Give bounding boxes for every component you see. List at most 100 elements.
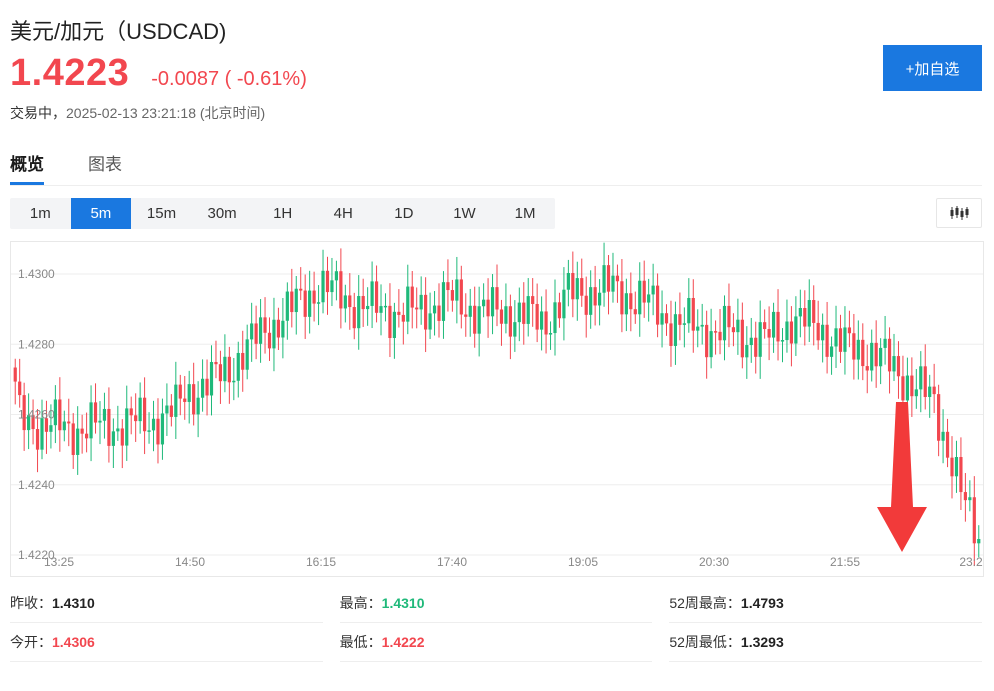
period-1d[interactable]: 1D <box>394 205 414 222</box>
candle-body <box>821 324 825 341</box>
candle-body <box>312 290 316 304</box>
candle-body <box>58 399 62 431</box>
candle-body <box>834 328 838 347</box>
candle-body <box>44 418 49 432</box>
candle-body <box>27 415 31 431</box>
candle-body <box>584 295 588 315</box>
candle-body <box>352 307 356 329</box>
candle-body <box>709 331 713 358</box>
candle-body <box>928 386 932 398</box>
add-to-watchlist-button[interactable]: +加自选 <box>883 45 982 91</box>
candle-body <box>776 311 780 342</box>
candlestick-chart[interactable]: 1.4300 1.4280 1.4260 1.4240 1.4220 13:25 14:5… <box>11 242 983 576</box>
period-5m[interactable]: 5m <box>70 198 132 229</box>
period-1h[interactable]: 1H <box>273 205 293 222</box>
price-change: -0.0087 ( -0.61%) <box>151 68 307 90</box>
candle-body <box>22 395 26 431</box>
candle-body <box>339 271 343 309</box>
candle-body <box>432 305 437 314</box>
candle-body <box>102 408 107 421</box>
candle-body <box>901 376 905 401</box>
last-price: 1.4223 <box>10 52 130 94</box>
candle-body <box>13 367 17 382</box>
candle-body <box>959 457 963 493</box>
candle-body <box>160 413 165 445</box>
candle-body <box>71 423 75 455</box>
candle-body <box>196 397 200 415</box>
candle-body <box>410 286 414 308</box>
instrument-title: 美元/加元（USDCAD) <box>10 19 227 44</box>
chart-type-button[interactable] <box>936 198 982 228</box>
candle-body <box>615 275 620 282</box>
candle-body <box>522 302 526 324</box>
stat-low: 最低： 1.4222 <box>339 623 653 662</box>
x-tick-label: 19:05 <box>568 555 598 569</box>
candle-body <box>691 297 695 331</box>
candle-body <box>611 275 615 292</box>
y-axis-labels: 1.4300 1.4280 1.4260 1.4240 1.4220 <box>18 267 55 562</box>
candle-body <box>383 305 388 308</box>
candle-body <box>968 497 972 501</box>
y-tick-label: 1.4240 <box>18 478 55 492</box>
tab-bar: 概览 图表 <box>10 150 982 186</box>
candle-body <box>486 299 490 317</box>
candle-body <box>258 317 263 344</box>
candle-body <box>669 323 673 346</box>
candle-body <box>281 320 285 338</box>
status-label: 交易中， <box>10 105 66 121</box>
candle-body <box>477 306 481 334</box>
candle-body <box>263 317 267 333</box>
candle-body <box>107 408 111 446</box>
candle-body <box>62 421 66 431</box>
candle-body <box>977 538 981 544</box>
candle-body <box>624 293 628 315</box>
candle-body <box>852 333 856 360</box>
candle-body <box>945 431 950 458</box>
y-tick-label: 1.4260 <box>18 408 55 422</box>
candle-body <box>415 307 419 310</box>
candle-body <box>727 305 731 328</box>
stats-row-2: 今开： 1.4306 最低： 1.4222 52周最低： 1.3293 <box>10 623 983 662</box>
tab-chart[interactable]: 图表 <box>88 155 122 174</box>
candle-body <box>76 428 80 455</box>
period-15m[interactable]: 15m <box>146 205 177 222</box>
x-tick-label: 23:2 <box>959 555 983 569</box>
candle-body <box>40 418 44 450</box>
candle-body <box>562 289 566 319</box>
down-arrow-annotation <box>877 402 927 552</box>
candle-body <box>767 329 771 338</box>
stat-label: 52周最高： <box>669 595 741 611</box>
candle-body <box>490 287 495 317</box>
period-4h[interactable]: 4H <box>333 205 353 222</box>
candle-body <box>209 361 214 396</box>
candle-body <box>963 492 967 501</box>
candle-body <box>459 279 463 315</box>
price-chart[interactable]: 1.4300 1.4280 1.4260 1.4240 1.4220 13:25 14:5… <box>10 241 984 577</box>
candle-body <box>138 397 142 422</box>
candle-body <box>245 339 249 370</box>
tab-overview[interactable]: 概览 <box>10 150 44 185</box>
candle-body <box>397 311 401 315</box>
period-1m[interactable]: 1m <box>29 205 51 222</box>
stat-prev-close: 昨收： 1.4310 <box>10 584 323 623</box>
candle-body <box>357 296 361 329</box>
period-1w[interactable]: 1W <box>453 205 476 222</box>
y-tick-label: 1.4280 <box>18 337 55 351</box>
candle-body <box>937 394 941 441</box>
candle-body <box>629 293 633 310</box>
candle-body <box>740 319 744 358</box>
stat-value: 1.4310 <box>381 595 425 611</box>
candle-body <box>798 308 802 317</box>
candle-body <box>334 271 339 281</box>
candle-body <box>169 405 173 417</box>
candle-body <box>780 340 785 342</box>
candle-body <box>544 311 548 335</box>
period-30m[interactable]: 30m <box>207 205 237 222</box>
candle-body <box>437 305 441 321</box>
candle-body <box>227 356 231 383</box>
candle-body <box>825 324 829 357</box>
candle-body <box>321 270 325 303</box>
candle-body <box>111 431 115 446</box>
period-1mo[interactable]: 1M <box>514 205 536 222</box>
candle-body <box>285 291 289 321</box>
